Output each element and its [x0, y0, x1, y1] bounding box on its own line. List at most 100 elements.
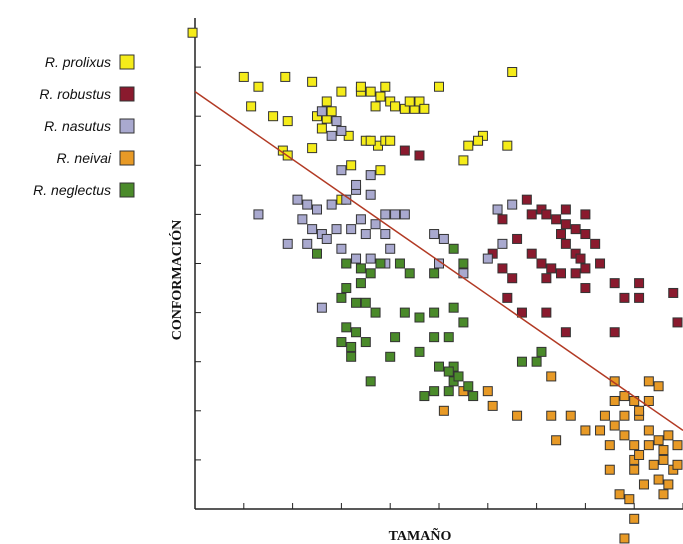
data-point: [643, 440, 654, 451]
data-point: [609, 395, 620, 406]
series-points: [438, 371, 683, 544]
data-point: [560, 238, 571, 249]
data-point: [307, 143, 318, 154]
data-point: [482, 253, 493, 264]
data-point: [609, 376, 620, 387]
data-point: [575, 253, 586, 264]
data-point: [482, 386, 493, 397]
data-point: [380, 81, 391, 92]
data-point: [365, 135, 376, 146]
data-point: [458, 317, 469, 328]
data-point: [375, 258, 386, 269]
data-point: [560, 219, 571, 230]
data-point: [634, 449, 645, 460]
series-points: [253, 106, 518, 313]
data-point: [346, 224, 357, 235]
data-point: [556, 268, 566, 279]
data-point: [443, 386, 454, 397]
data-point: [468, 391, 479, 402]
data-point: [658, 445, 669, 456]
data-point: [497, 238, 508, 249]
data-point: [331, 116, 342, 127]
data-point: [370, 219, 381, 230]
data-point: [292, 194, 303, 205]
data-point: [321, 233, 332, 244]
data-point: [502, 140, 513, 151]
legend-swatch: [119, 118, 135, 134]
data-point: [560, 327, 571, 338]
data-point: [429, 268, 440, 279]
data-point: [663, 479, 674, 490]
data-point: [497, 263, 508, 274]
data-point: [316, 123, 327, 134]
data-point: [595, 425, 606, 436]
legend-label: R. neglectus: [33, 182, 111, 198]
data-point: [370, 101, 381, 112]
data-point: [629, 513, 640, 524]
data-point: [326, 106, 337, 117]
data-point: [619, 391, 630, 402]
data-point: [336, 165, 347, 176]
data-point: [331, 224, 342, 235]
data-point: [268, 111, 279, 122]
data-point: [307, 76, 318, 87]
data-point: [341, 322, 352, 333]
data-point: [580, 283, 591, 294]
data-point: [648, 459, 659, 470]
legend-label: R. nasutus: [44, 118, 111, 134]
data-point: [526, 209, 537, 220]
x-axis-title: TAMAÑO: [389, 526, 452, 544]
data-point: [609, 420, 620, 431]
data-point: [556, 229, 566, 240]
data-point: [312, 204, 322, 215]
data-point: [434, 361, 444, 372]
data-point: [419, 391, 430, 402]
data-point: [492, 204, 503, 215]
series-points: [399, 145, 683, 338]
legend-swatch: [119, 150, 135, 166]
legend: R. prolixus R. robustus R. nasutus R. neiva…: [33, 54, 135, 198]
axes: [194, 18, 683, 510]
data-point: [370, 307, 381, 318]
data-point: [380, 209, 391, 220]
data-point: [336, 243, 347, 254]
data-point: [429, 386, 440, 397]
data-point: [336, 337, 347, 348]
data-point: [458, 155, 469, 166]
data-point: [351, 297, 362, 308]
legend-swatch: [119, 54, 135, 70]
data-point: [365, 253, 376, 264]
data-point: [438, 233, 449, 244]
data-point: [570, 268, 581, 279]
data-point: [312, 248, 322, 259]
data-point: [653, 381, 664, 392]
legend-label: R. robustus: [39, 86, 111, 102]
data-point: [443, 332, 454, 343]
data-point: [643, 425, 654, 436]
data-point: [238, 71, 249, 82]
data-point: [375, 91, 386, 102]
data-point: [253, 209, 264, 220]
data-point: [516, 307, 527, 318]
data-point: [360, 337, 371, 348]
data-point: [360, 229, 371, 240]
data-point: [282, 238, 293, 249]
data-point: [634, 292, 645, 303]
data-point: [336, 292, 347, 303]
data-point: [551, 214, 562, 225]
data-point: [448, 243, 459, 254]
data-point: [595, 258, 606, 269]
data-point: [643, 395, 654, 406]
data-point: [560, 204, 571, 215]
data-point: [419, 103, 430, 114]
data-point: [599, 410, 610, 421]
data-point: [570, 224, 581, 235]
legend-swatch: [119, 86, 135, 102]
data-point: [434, 81, 444, 92]
data-point: [414, 312, 425, 323]
data-point: [672, 440, 683, 451]
data-point: [390, 209, 401, 220]
data-point: [380, 229, 391, 240]
data-point: [643, 376, 654, 387]
legend-label: R. prolixus: [45, 54, 111, 70]
